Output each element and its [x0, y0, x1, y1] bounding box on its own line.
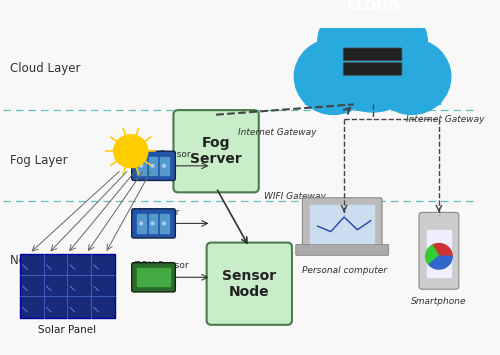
Circle shape: [318, 6, 391, 77]
Bar: [149, 214, 158, 233]
Text: Light Sensor: Light Sensor: [134, 151, 190, 159]
Text: T-RH Sensor: T-RH Sensor: [134, 261, 188, 270]
Text: Sensor
Node: Sensor Node: [222, 269, 276, 299]
Circle shape: [162, 164, 166, 167]
Bar: [310, 205, 374, 242]
Wedge shape: [432, 244, 452, 256]
Text: I-V Sensor: I-V Sensor: [134, 208, 179, 217]
FancyBboxPatch shape: [174, 110, 259, 192]
Circle shape: [151, 164, 154, 167]
Text: Fog
Server: Fog Server: [190, 136, 242, 166]
Circle shape: [151, 222, 154, 225]
Bar: [426, 230, 451, 277]
FancyBboxPatch shape: [206, 242, 292, 325]
FancyBboxPatch shape: [132, 263, 176, 292]
Circle shape: [320, 11, 424, 112]
FancyBboxPatch shape: [296, 244, 388, 255]
Bar: [160, 214, 168, 233]
Circle shape: [162, 222, 166, 225]
Bar: [149, 157, 158, 175]
Text: Node Layer: Node Layer: [10, 254, 78, 267]
Text: Solar Panel: Solar Panel: [38, 325, 96, 335]
Wedge shape: [429, 256, 452, 269]
Circle shape: [114, 135, 148, 168]
FancyBboxPatch shape: [302, 198, 382, 249]
Circle shape: [354, 6, 428, 77]
Circle shape: [140, 164, 142, 167]
Bar: [138, 268, 170, 286]
Bar: [138, 214, 146, 233]
Text: Smartphone: Smartphone: [411, 297, 467, 306]
Bar: [160, 157, 168, 175]
Bar: [305, 77, 440, 104]
Bar: [138, 157, 146, 175]
Text: Internet Gateway: Internet Gateway: [238, 129, 316, 137]
Circle shape: [372, 39, 451, 114]
Text: Personal computer: Personal computer: [302, 266, 386, 275]
Bar: [20, 253, 114, 317]
FancyBboxPatch shape: [343, 62, 402, 75]
FancyBboxPatch shape: [132, 151, 176, 180]
Wedge shape: [426, 245, 439, 264]
FancyBboxPatch shape: [343, 48, 402, 61]
Text: Fog Layer: Fog Layer: [10, 154, 68, 167]
Text: WIFI Gateway: WIFI Gateway: [264, 192, 326, 201]
Text: Cloud Layer: Cloud Layer: [10, 62, 81, 76]
FancyBboxPatch shape: [132, 209, 176, 238]
Circle shape: [294, 39, 372, 114]
Text: Internet Gateway: Internet Gateway: [406, 115, 484, 124]
Circle shape: [140, 222, 142, 225]
Text: CLOUD: CLOUD: [346, 0, 399, 13]
FancyBboxPatch shape: [419, 212, 459, 289]
